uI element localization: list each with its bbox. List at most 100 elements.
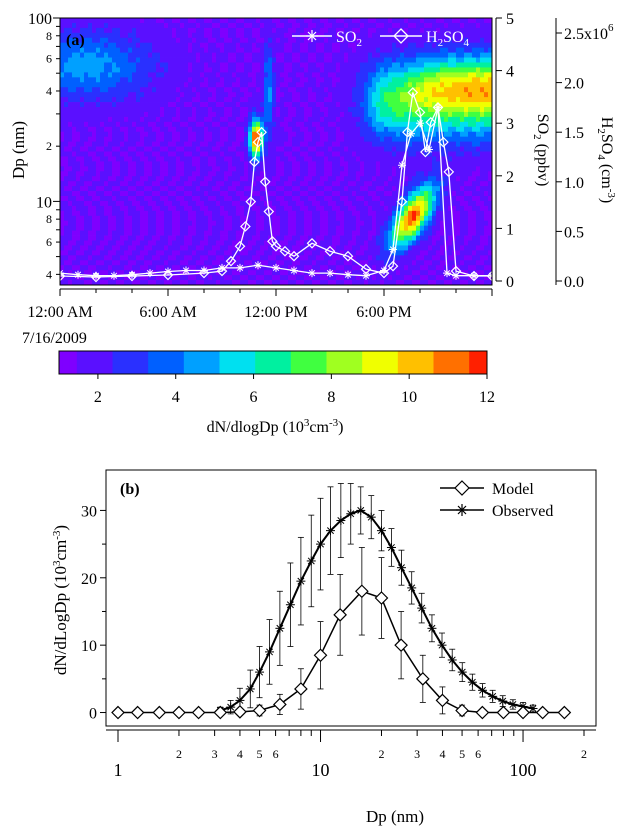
heatmap-cell [208,92,213,98]
heatmap-cell [384,225,389,232]
heatmap-cell [64,141,69,147]
heatmap-cell [228,92,233,98]
heatmap-cell [168,126,173,133]
heatmap-cell [216,87,221,93]
heatmap-cell [88,67,93,73]
heatmap-cell [300,27,305,34]
heatmap-cell [348,240,353,246]
heatmap-cell [316,210,321,217]
heatmap-cell [268,156,273,162]
heatmap-cell [156,230,161,236]
heatmap-cell [104,52,109,58]
heatmap-cell [412,42,417,49]
heatmap-cell [88,240,93,246]
heatmap-cell [92,176,97,182]
heatmap-cell [332,230,337,236]
heatmap-cell [248,116,253,123]
heatmap-cell [256,210,261,217]
heatmap-cell [292,280,297,286]
heatmap-cell [68,57,73,63]
heatmap-cell [372,196,377,202]
heatmap-cell [60,151,65,157]
heatmap-cell [236,57,241,63]
heatmap-cell [428,18,433,24]
heatmap-cell [160,235,165,241]
heatmap-cell [320,191,325,197]
heatmap-cell [296,166,301,172]
heatmap-cell [324,205,329,212]
heatmap-cell [244,92,249,98]
heatmap-cell [360,22,365,29]
heatmap-cell [244,62,249,68]
heatmap-cell [224,42,229,49]
heatmap-cell [84,186,89,192]
heatmap-cell [320,72,325,78]
heatmap-cell [408,200,413,207]
heatmap-cell [200,141,205,147]
heatmap-cell [340,176,345,182]
heatmap-cell [224,37,229,44]
heatmap-cell [180,18,185,24]
heatmap-cell [428,47,433,54]
heatmap-cell [360,126,365,133]
heatmap-cell [304,280,309,286]
heatmap-cell [428,97,433,103]
heatmap-cell [404,82,409,88]
heatmap-cell [60,181,65,187]
heatmap-cell [128,265,133,271]
heatmap-cell [144,255,149,261]
heatmap-cell [192,102,197,108]
heatmap-cell [264,280,269,286]
heatmap-cell [220,136,225,143]
heatmap-cell [184,156,189,162]
heatmap-cell [348,126,353,133]
heatmap-cell [304,27,309,34]
heatmap-cell [92,196,97,202]
heatmap-cell [336,245,341,251]
heatmap-cell [300,200,305,207]
heatmap-cell [76,245,81,251]
heatmap-cell [156,265,161,271]
heatmap-cell [300,141,305,147]
heatmap-cell [388,260,393,266]
heatmap-cell [172,87,177,93]
heatmap-cell [68,171,73,177]
heatmap-cell [420,62,425,68]
heatmap-cell [176,136,181,143]
heatmap-cell [300,92,305,98]
heatmap-cell [204,181,209,187]
heatmap-cell [88,111,93,118]
heatmap-cell [296,220,301,227]
heatmap-cell [132,97,137,103]
heatmap-cell [292,126,297,133]
heatmap-cell [148,181,153,187]
heatmap-cell [188,22,193,29]
heatmap-cell [384,220,389,227]
heatmap-cell [276,131,281,138]
heatmap-cell [132,67,137,73]
heatmap-cell [388,121,393,128]
heatmap-cell [192,245,197,251]
heatmap-cell [316,181,321,187]
heatmap-cell [232,32,237,39]
heatmap-cell [424,270,429,276]
heatmap-cell [308,62,313,68]
heatmap-cell [316,52,321,58]
heatmap-cell [336,72,341,78]
heatmap-cell [68,107,73,113]
heatmap-cell [288,37,293,44]
heatmap-cell [216,131,221,138]
heatmap-cell [356,37,361,44]
heatmap-cell [380,196,385,202]
heatmap-cell [116,265,121,271]
heatmap-cell [256,72,261,78]
heatmap-cell [64,171,69,177]
heatmap-cell [372,72,377,78]
heatmap-cell [100,166,105,172]
heatmap-cell [104,22,109,29]
heatmap-cell [300,260,305,266]
heatmap-cell [324,87,329,93]
heatmap-cell [240,156,245,162]
heatmap-cell [76,42,81,49]
heatmap-cell [88,47,93,54]
